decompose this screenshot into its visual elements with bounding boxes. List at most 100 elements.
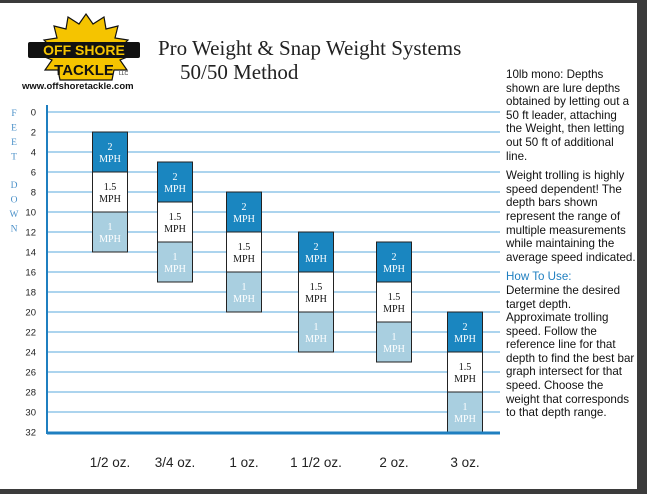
bar-label: MPH: [305, 294, 327, 305]
logo-line2: TACKLE: [54, 62, 114, 79]
x-tick-label: 1 oz.: [229, 455, 258, 470]
y-axis-label-letter: N: [11, 225, 18, 235]
bar-label: MPH: [99, 154, 121, 165]
x-tick-labels: 1/2 oz. 3/4 oz. 1 oz. 1 1/2 oz. 2 oz. 3 oz.: [90, 455, 480, 470]
bar-segment: [447, 311, 483, 353]
howto-text: Determine the desired target depth. Appr…: [506, 283, 635, 420]
notes-panel: 10lb mono: Depths shown are lure depths …: [506, 68, 636, 426]
bar-segment: [226, 231, 262, 273]
bar-label: 2: [242, 202, 247, 213]
y-axis-label-letter: E: [11, 124, 17, 134]
bar-label: MPH: [164, 224, 186, 235]
y-axis-label-letter: D: [11, 181, 18, 191]
page-title: Pro Weight & Snap Weight Systems: [158, 36, 462, 60]
bar-segment: [226, 191, 262, 233]
window-frame-right: [637, 0, 647, 494]
bar-label: 2: [173, 172, 178, 183]
note-intro: 10lb mono: Depths shown are lure depths …: [506, 68, 630, 163]
bar-label: 1: [173, 252, 178, 263]
x-tick-label: 3/4 oz.: [155, 455, 196, 470]
bar-segment: [157, 161, 193, 203]
page-subtitle: 50/50 Method: [180, 60, 299, 84]
bar-label: 2: [392, 252, 397, 263]
bar-label: MPH: [233, 254, 255, 265]
bar-label: 1.5: [459, 362, 472, 373]
howto-heading: How To Use:: [506, 270, 572, 284]
y-tick-label: 26: [25, 368, 36, 379]
y-axis-label-letter: F: [11, 109, 16, 119]
bar-label: 1: [463, 402, 468, 413]
bar-label: MPH: [305, 254, 327, 265]
window-frame-top: [0, 0, 647, 3]
bar-segment: [226, 271, 262, 313]
y-tick-label: 8: [31, 188, 36, 199]
bar-label: MPH: [99, 234, 121, 245]
y-tick-label: 10: [25, 208, 36, 219]
bar-segment: [92, 131, 128, 173]
y-tick-label: 12: [25, 228, 36, 239]
bar-label: MPH: [164, 184, 186, 195]
y-tick-label: 16: [25, 268, 36, 279]
x-tick-label: 3 oz.: [450, 455, 479, 470]
y-tick-label: 28: [25, 388, 36, 399]
x-tick-label: 1 1/2 oz.: [290, 455, 342, 470]
bar-label: MPH: [233, 294, 255, 305]
bar-label: MPH: [383, 264, 405, 275]
window-frame-bottom: [0, 489, 647, 494]
bar-label: 1: [108, 222, 113, 233]
bar-segment: [376, 321, 412, 363]
y-tick-label: 24: [25, 348, 36, 359]
bar-segment: [376, 281, 412, 323]
bar-label: 2: [314, 242, 319, 253]
y-tick-label: 4: [31, 148, 36, 159]
bar-label: MPH: [454, 334, 476, 345]
y-axis-label-letter: E: [11, 138, 17, 148]
bar-label: MPH: [454, 414, 476, 425]
logo-url: www.offshoretackle.com: [22, 81, 134, 92]
offshore-tackle-logo: OFF SHORE TACKLE LLC: [28, 12, 140, 81]
bar-label: 1: [392, 332, 397, 343]
y-tick-label: 20: [25, 308, 36, 319]
y-tick-label: 32: [25, 428, 36, 439]
y-tick-label: 14: [25, 248, 36, 259]
bar-segment: [157, 241, 193, 283]
bar-label: 2: [108, 142, 113, 153]
bar-label: 1.5: [388, 292, 401, 303]
bar-segment: [92, 211, 128, 253]
bar-label: MPH: [164, 264, 186, 275]
bar-label: 1: [242, 282, 247, 293]
bar-label: MPH: [383, 304, 405, 315]
y-tick-label: 2: [31, 128, 36, 139]
y-tick-label: 0: [31, 108, 36, 119]
bar-label: MPH: [383, 344, 405, 355]
bar-label: 1.5: [310, 282, 323, 293]
bar-segment: [157, 201, 193, 243]
y-axis-label-letter: T: [11, 153, 17, 163]
x-tick-label: 1/2 oz.: [90, 455, 131, 470]
bar-label: MPH: [454, 374, 476, 385]
bar-segment: [92, 171, 128, 213]
x-tick-label: 2 oz.: [379, 455, 408, 470]
bar-label: MPH: [233, 214, 255, 225]
logo-banner: [28, 42, 140, 58]
bar-label: 2: [463, 322, 468, 333]
bar-label: MPH: [99, 194, 121, 205]
logo-line1: OFF SHORE: [43, 42, 125, 58]
bar-label: 1: [314, 322, 319, 333]
bar-segment: [298, 311, 334, 353]
bar-label: 1.5: [169, 212, 182, 223]
y-tick-label: 30: [25, 408, 36, 419]
bar-label: MPH: [305, 334, 327, 345]
bar-label: 1.5: [104, 182, 117, 193]
bar-label: 1.5: [238, 242, 251, 253]
y-axis-label-letter: W: [10, 210, 19, 220]
y-tick-label: 22: [25, 328, 36, 339]
y-tick-label: 18: [25, 288, 36, 299]
bar-segment: [376, 241, 412, 283]
y-tick-label: 6: [31, 168, 36, 179]
